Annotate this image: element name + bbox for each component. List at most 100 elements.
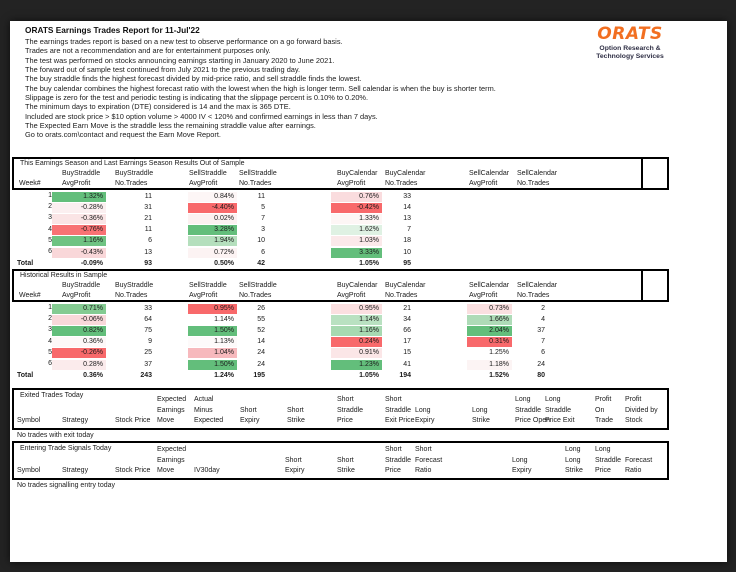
avg-profit-cell: 1.03% [331,236,382,247]
table-row: 2 -0.28% 31 -4.40% 5 -0.42% 14 [12,202,669,213]
column-header-line: Minus [194,406,213,414]
column-header: Long Expiry [415,406,434,426]
num-trades-cell: 6 [148,237,152,245]
avg-profit-cell: 1.66% [467,314,512,325]
no-trades-note: No trades signalling entry today [17,482,116,489]
num-trades-cell: 64 [144,315,152,323]
column-header-line: Symbol [17,416,41,424]
no-trades-note: No trades with exit today [17,432,94,439]
column-header-line: Long [595,446,611,454]
avg-profit-cell: -0.26% [52,348,106,359]
column-header-line: On [595,406,605,414]
num-trades-cell: 2 [541,304,545,312]
column-header: Long Strike [472,406,490,426]
intro-line: The buy straddle finds the highest forec… [25,74,362,84]
avg-profit-cell: 0.91% [331,348,382,359]
column-header-line: Trade [595,416,614,424]
column-header-line: IV30day [194,466,220,474]
intro-line: The forward out of sample test continued… [25,65,301,75]
column-header-line: Strategy [62,466,89,474]
avg-profit-cell: -0.06% [52,314,106,325]
num-trades-cell: 4 [541,315,545,323]
table-row: 3 0.82% 75 1.50% 52 1.16% 66 2.04% 37 [12,325,669,337]
avg-profit-cell: 0.73% [467,303,512,314]
logo-tagline-line1: Option Research & [599,45,661,52]
column-sub-header: AvgProfit [62,291,91,299]
num-trades-cell: 52 [257,326,265,334]
column-header: Stock Price [115,416,150,426]
avg-profit-cell: 0.82% [52,325,106,337]
column-header-line: Divided by [625,406,658,414]
num-trades-cell: 26 [257,304,265,312]
column-header-line: Long [565,446,581,454]
column-sub-header: AvgProfit [337,179,366,187]
avg-profit-cell: 1.16% [52,236,106,247]
table-total-row: Total 0.36% 243 1.24% 195 1.05% 194 1.52% 80 [12,371,669,382]
week-number: 1 [48,192,52,199]
avg-profit-cell: 1.25% [489,349,509,357]
column-header: Strategy [62,466,88,476]
num-trades-cell: 37 [144,360,152,368]
column-header-line: Ratio [625,466,642,474]
column-header-line: Profit [595,396,612,404]
avg-profit-cell: 3.33% [331,247,382,258]
intro-line: The earnings trades report is based on a… [25,37,343,46]
column-header: Short Expiry [240,406,259,426]
num-trades-cell: 11 [144,226,152,234]
table-title: Exited Trades Today [20,392,84,399]
column-header-line: Move [157,466,175,474]
num-trades-cell: 14 [403,203,411,211]
column-header-line: Short [415,446,432,454]
num-trades-cell: 13 [403,214,411,222]
column-sub-header: No.Trades [385,179,418,187]
table-row: 1 0.71% 33 0.95% 26 0.95% 21 0.73% 2 [12,303,669,314]
column-header: Symbol [17,416,40,426]
avg-profit-cell: 1.52% [489,372,509,380]
avg-profit-cell: 1.16% [331,325,382,337]
column-sub-header: No.Trades [239,291,272,299]
column-header-line: Move [157,416,175,424]
week-number: 2 [48,203,52,211]
table-row: 2 -0.06% 64 1.14% 55 1.14% 34 1.66% 4 [12,314,669,325]
column-group-header: BuyStraddle [62,169,101,177]
week-number: 3 [48,326,52,334]
column-header-line: Price [337,416,353,424]
num-trades-cell: 9 [148,338,152,346]
column-header: Long Straddle Price Exit [545,395,575,426]
num-trades-cell: 93 [144,260,152,268]
column-header: Profit Divided by Stock [625,395,658,426]
column-header: Short Expiry [285,456,304,476]
intro-line: Slippage is zero for the test and period… [25,93,369,103]
avg-profit-cell: 1.62% [331,225,382,236]
column-header-line: Long [515,396,531,404]
num-trades-cell: 3 [261,226,265,234]
column-sub-header: AvgProfit [337,291,366,299]
orats-logo: ORATS Option Research & Technology Servi… [587,24,673,61]
column-header-line: Expected [157,396,187,404]
avg-profit-cell: 0.84% [188,191,237,202]
column-header-line: Expiry [240,416,260,424]
column-sub-header: No.Trades [239,179,272,187]
table-title: Historical Results in Sample [20,272,108,279]
column-header: Short Strike [337,456,355,476]
table-row: 5 -0.26% 25 1.04% 24 0.91% 15 1.25% 6 [12,348,669,359]
table-row: 4 0.36% 9 1.13% 14 0.24% 17 0.31% 7 [12,337,669,348]
num-trades-cell: 34 [403,315,411,323]
column-sub-header: AvgProfit [469,291,498,299]
week-number: 6 [48,360,52,367]
avg-profit-cell: 3.28% [188,225,237,236]
num-trades-cell: 5 [261,203,265,211]
column-header-line: Straddle [595,456,622,464]
week-number: 3 [48,214,52,222]
column-header: Symbol [17,466,40,476]
column-header-line: Strategy [62,416,89,424]
avg-profit-cell: -0.76% [52,225,106,236]
num-trades-cell: 55 [257,315,265,323]
num-trades-cell: 11 [144,192,152,200]
column-header-line: Expiry [415,416,435,424]
avg-profit-cell: 1.50% [188,359,237,370]
column-header: Profit On Trade [595,395,613,426]
column-header-line: Expiry [512,466,532,474]
table-row: 6 -0.43% 13 0.72% 6 3.33% 10 [12,247,669,258]
column-group-header: SellCalendar [469,281,510,289]
